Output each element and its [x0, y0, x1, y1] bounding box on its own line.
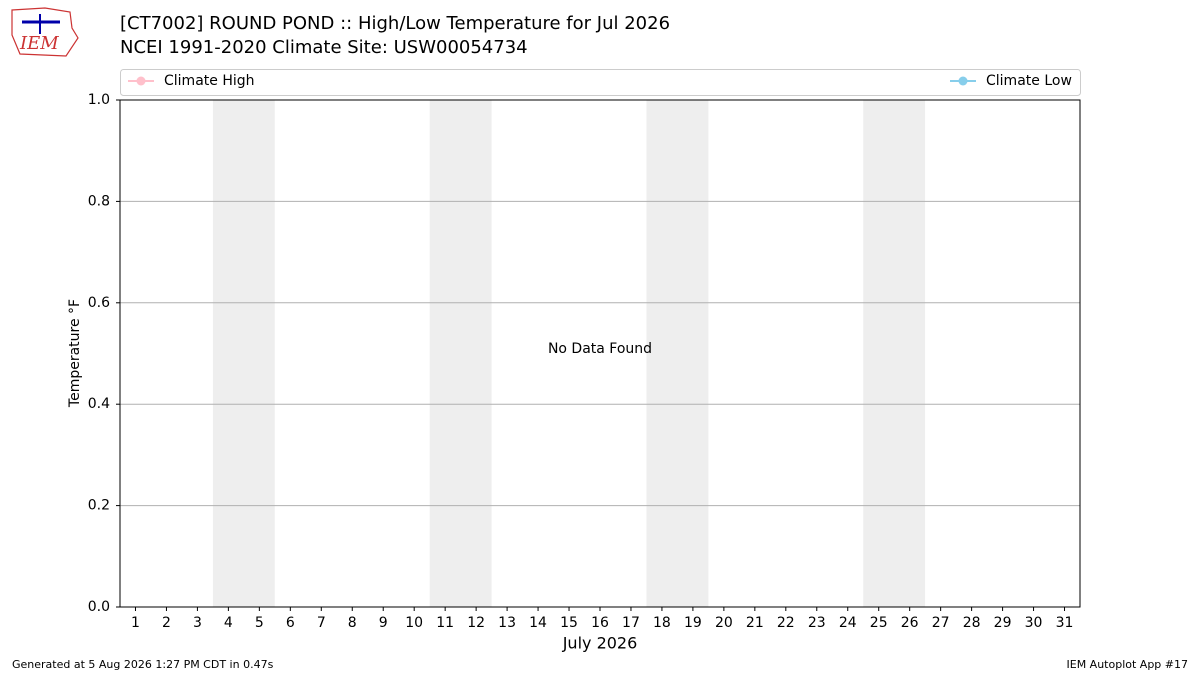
y-tick-label: 0.4: [88, 396, 110, 412]
x-tick-label: 16: [591, 615, 609, 631]
weekend-shading: [212, 100, 926, 607]
chart-title: [CT7002] ROUND POND :: High/Low Temperat…: [120, 13, 670, 34]
x-tick-label: 21: [746, 615, 764, 631]
x-tick-label: 13: [498, 615, 516, 631]
legend-label: Climate Low: [986, 73, 1072, 89]
x-tick-label: 29: [994, 615, 1012, 631]
weekend-band: [863, 100, 926, 607]
legend-box: [120, 69, 1081, 96]
x-tick-label: 15: [560, 615, 578, 631]
x-tick-label: 2: [162, 615, 171, 631]
x-tick-label: 1: [131, 615, 140, 631]
logo-outline: [11, 7, 79, 57]
plot-frame: [119, 99, 1081, 608]
x-tick-label: 8: [348, 615, 357, 631]
x-tick-label: 4: [224, 615, 233, 631]
legend-marker: [136, 76, 146, 86]
weekend-band: [646, 100, 709, 607]
weekend-band: [429, 100, 492, 607]
x-tick-label: 20: [715, 615, 733, 631]
y-tick-label: 0.0: [88, 599, 110, 615]
x-tick-label: 19: [684, 615, 702, 631]
y-axis-label: Temperature °F: [67, 299, 83, 408]
footer-left: Generated at 5 Aug 2026 1:27 PM CDT in 0…: [12, 658, 274, 671]
legend-label: Climate High: [164, 73, 255, 89]
x-axis-label: July 2026: [562, 634, 638, 653]
x-tick-label: 27: [932, 615, 950, 631]
chart-subtitle: NCEI 1991-2020 Climate Site: USW00054734: [120, 37, 528, 58]
x-tick-label: 11: [436, 615, 454, 631]
x-tick-label: 26: [901, 615, 919, 631]
x-tick-label: 17: [622, 615, 640, 631]
x-tick-label: 25: [870, 615, 888, 631]
weekend-band: [212, 100, 275, 607]
x-tick-label: 5: [255, 615, 264, 631]
y-tick-label: 0.6: [88, 295, 110, 311]
footer-right: IEM Autoplot App #17: [1067, 658, 1189, 671]
x-tick-label: 7: [317, 615, 326, 631]
x-tick-label: 24: [839, 615, 857, 631]
annotation: No Data Found: [548, 341, 652, 357]
logo-text: IEM: [19, 33, 59, 54]
logo: IEM: [11, 7, 79, 57]
x-tick-label: 23: [808, 615, 826, 631]
x-tick-label: 22: [777, 615, 795, 631]
x-tick-label: 10: [405, 615, 423, 631]
legend-marker: [958, 76, 968, 86]
x-tick-label: 28: [963, 615, 981, 631]
x-tick-label: 18: [653, 615, 671, 631]
x-tick-label: 30: [1025, 615, 1043, 631]
x-tick-label: 3: [193, 615, 202, 631]
x-tick-label: 14: [529, 615, 547, 631]
x-tick-label: 6: [286, 615, 295, 631]
x-tick-label: 12: [467, 615, 485, 631]
y-tick-label: 0.8: [88, 193, 110, 209]
y-tick-label: 1.0: [88, 92, 110, 108]
x-tick-label: 9: [379, 615, 388, 631]
y-tick-label: 0.2: [88, 498, 110, 514]
x-tick-label: 31: [1056, 615, 1074, 631]
